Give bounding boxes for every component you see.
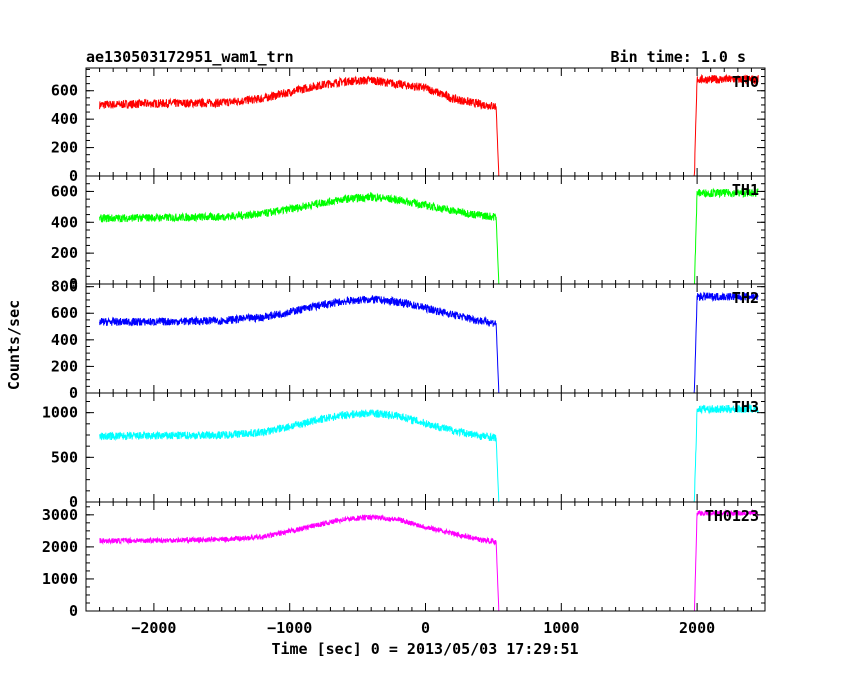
y-tick-label: 3000 xyxy=(42,506,78,524)
panel-frame xyxy=(85,175,766,285)
panel-th2: 0 200 400 600 800 TH2 xyxy=(51,278,766,402)
y-tick-label: 1000 xyxy=(42,404,78,422)
y-tick-label: 0 xyxy=(69,384,78,402)
series-th0 xyxy=(99,73,759,176)
y-tick-label: 0 xyxy=(69,602,78,620)
x-tick-label: −1000 xyxy=(267,619,312,637)
y-tick-label: 400 xyxy=(51,110,78,128)
x-tick-label: 1000 xyxy=(543,619,579,637)
y-tick-label: 0 xyxy=(69,275,78,293)
panel-frame xyxy=(85,501,766,612)
series-label-th0: TH0 xyxy=(732,73,759,91)
panel-th1: 0 200 400 600 TH1 xyxy=(51,175,766,293)
panel-frame xyxy=(85,392,766,503)
series-th1 xyxy=(99,187,759,284)
series-label-th1: TH1 xyxy=(732,181,759,199)
y-tick-label: 500 xyxy=(51,448,78,466)
y-tick-label: 200 xyxy=(51,357,78,375)
y-tick-label: 0 xyxy=(69,167,78,185)
y-tick-label: 200 xyxy=(51,244,78,262)
y-tick-label: 600 xyxy=(51,82,78,100)
y-tick-label: 200 xyxy=(51,139,78,157)
panel-th0123: 0 1000 2000 3000 TH0123 xyxy=(42,501,766,620)
y-tick-label: 600 xyxy=(51,304,78,322)
panels-group: 0 200 400 600 TH0 0 200 400 600 TH1 0 200 400 600 800 T… xyxy=(42,67,766,637)
x-tick-label: 0 xyxy=(421,619,430,637)
bin-time-label: Bin time: 1.0 s xyxy=(611,48,746,66)
y-axis-label: Counts/sec xyxy=(5,300,23,390)
y-tick-label: 0 xyxy=(69,493,78,511)
y-tick-label: 1000 xyxy=(42,570,78,588)
y-tick-label: 400 xyxy=(51,331,78,349)
series-label-th2: TH2 xyxy=(732,289,759,307)
series-th0123 xyxy=(99,508,759,611)
x-tick-label: 2000 xyxy=(679,619,715,637)
series-label-th3: TH3 xyxy=(732,398,759,416)
y-tick-label: 800 xyxy=(51,278,78,296)
panel-frame xyxy=(85,283,766,394)
series-label-th0123: TH0123 xyxy=(705,507,759,525)
x-tick-label: −2000 xyxy=(131,619,176,637)
series-th3 xyxy=(99,403,759,502)
y-tick-label: 400 xyxy=(51,213,78,231)
y-tick-label: 2000 xyxy=(42,538,78,556)
chart-title: ae130503172951_wam1_trn xyxy=(86,48,294,66)
x-axis-label: Time [sec] 0 = 2013/05/03 17:29:51 xyxy=(271,640,578,658)
panel-th3: 0 500 1000 TH3 xyxy=(42,392,766,511)
y-tick-label: 600 xyxy=(51,182,78,200)
series-th2 xyxy=(99,291,759,393)
panel-th0: 0 200 400 600 TH0 xyxy=(51,67,766,185)
